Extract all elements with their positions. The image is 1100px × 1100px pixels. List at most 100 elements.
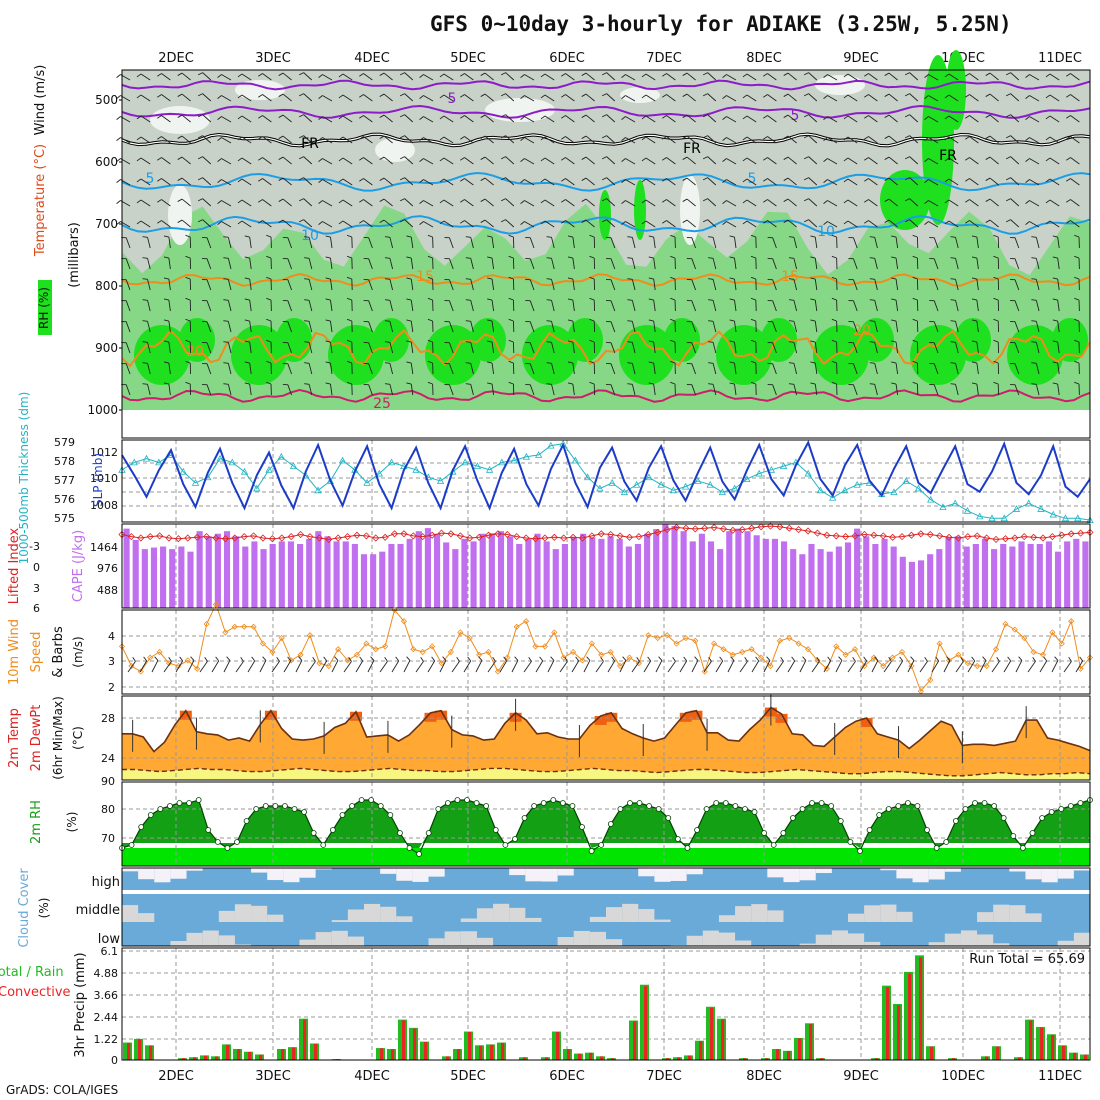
upper-wind-barb xyxy=(508,255,514,259)
upper-wind-barb xyxy=(772,321,777,333)
upper-wind-barb xyxy=(985,177,991,181)
thickness-point xyxy=(669,486,678,494)
upper-wind-barb xyxy=(1029,221,1040,228)
lifted-index-point xyxy=(447,530,455,538)
upper-wind-barb xyxy=(702,72,708,76)
cloud-gap xyxy=(606,939,623,946)
wind-speed-point xyxy=(851,646,859,653)
upper-wind-barb xyxy=(500,156,506,160)
bottom-day-label: 10DEC xyxy=(941,1069,985,1084)
cape-bar xyxy=(954,536,961,608)
upper-wind-barb xyxy=(551,237,555,249)
upper-wind-barb xyxy=(287,279,293,291)
rh2m-panel-frame xyxy=(121,781,1091,867)
upper-wind-barb xyxy=(368,258,373,270)
wind-speed-point xyxy=(391,606,398,614)
upper-wind-barb xyxy=(322,95,333,102)
upper-wind-barb xyxy=(1005,135,1011,139)
wind-speed-point xyxy=(974,662,981,670)
upper-wind-barb xyxy=(487,235,493,238)
thickness-point xyxy=(804,469,812,477)
cape-bar xyxy=(698,533,705,608)
upper-wind-barb xyxy=(625,200,636,207)
upper-wind-barb xyxy=(342,115,353,123)
cape-bar xyxy=(662,523,669,608)
rh2m-point xyxy=(473,800,480,806)
thickness-point xyxy=(1037,505,1045,512)
wind-speed-point xyxy=(654,634,661,642)
rh2m-ylabel: 2m RH xyxy=(29,800,44,844)
upper-wind-barb xyxy=(142,236,148,238)
precip-convective-bar xyxy=(897,1005,901,1060)
precip-convective-bar xyxy=(468,1032,472,1060)
upper-wind-barb xyxy=(384,341,390,343)
wind-ylabel-2: Speed xyxy=(29,632,44,673)
lifted-index-point xyxy=(146,533,154,541)
upper-wind-barb xyxy=(814,363,818,375)
cloud-band-gap xyxy=(122,890,1090,894)
upper-wind-barb xyxy=(810,361,816,364)
upper-wind-barb xyxy=(788,236,794,238)
cloud-gap xyxy=(347,909,364,922)
upper-wind-barb xyxy=(702,93,708,97)
lifted-index-point xyxy=(372,534,380,542)
upper-wind-barb xyxy=(686,219,696,228)
surface-wind-barb xyxy=(874,656,879,661)
surface-wind-barb xyxy=(667,661,676,673)
cape-bar xyxy=(507,536,514,608)
upper-wind-barb xyxy=(874,258,878,270)
upper-wind-barb xyxy=(985,156,991,160)
wind-speed-point xyxy=(259,640,267,647)
upper-wind-barb xyxy=(470,363,474,375)
upper-wind-barb xyxy=(177,135,183,139)
upper-wind-barb xyxy=(1005,156,1011,160)
cloud-gap xyxy=(396,916,413,922)
upper-wind-barb xyxy=(750,318,756,322)
upper-wind-barb xyxy=(767,178,777,186)
precip-y-tick: 0 xyxy=(111,1054,118,1067)
lifted-index-point xyxy=(588,532,596,540)
upper-y-tick: 800 xyxy=(95,279,118,293)
surface-wind-barb xyxy=(1018,656,1023,661)
upper-wind-barb xyxy=(161,220,171,228)
upper-wind-barb xyxy=(237,94,243,99)
lifted-index-point xyxy=(597,530,605,538)
upper-wind-barb xyxy=(262,220,272,228)
dry-pocket xyxy=(815,75,865,95)
series-wind-speed-line xyxy=(121,603,1091,693)
upper-wind-barb xyxy=(666,73,676,81)
surface-wind-barb xyxy=(619,660,627,673)
upper-wind-barb xyxy=(788,383,794,385)
cloud-gap xyxy=(1041,868,1058,883)
upper-wind-barb xyxy=(670,255,676,259)
rh2m-point xyxy=(722,800,729,806)
contour-label: 5 xyxy=(448,91,457,107)
upper-wind-barb xyxy=(891,340,897,343)
upper-wind-barb xyxy=(303,93,313,102)
upper-wind-barb xyxy=(142,299,148,301)
cloud-gap xyxy=(509,868,526,876)
upper-wind-barb xyxy=(645,73,656,81)
upper-wind-barb xyxy=(561,220,566,224)
upper-wind-barb xyxy=(168,300,171,312)
surface-wind-barb xyxy=(859,660,868,673)
upper-wind-barb xyxy=(928,116,939,123)
upper-wind-barb xyxy=(480,156,486,160)
upper-wind-barb xyxy=(1070,136,1080,144)
upper-wind-barb xyxy=(955,321,959,333)
precip-convective-bar xyxy=(677,1057,681,1060)
upper-wind-barb xyxy=(244,256,250,259)
upper-wind-barb xyxy=(177,177,183,181)
thickness-point xyxy=(632,480,641,488)
rh2m-point xyxy=(339,812,346,818)
upper-wind-barb xyxy=(610,342,616,354)
wind-speed-point xyxy=(814,657,821,664)
upper-wind-barb xyxy=(746,115,757,123)
cloud-gap xyxy=(509,907,526,922)
top-day-label: 11DEC xyxy=(1038,51,1082,66)
rh-high-blob xyxy=(619,325,675,385)
upper-wind-barb xyxy=(1070,115,1080,123)
upper-wind-barb xyxy=(933,237,939,249)
thickness-point xyxy=(461,458,469,466)
wind-speed-point xyxy=(250,623,257,630)
